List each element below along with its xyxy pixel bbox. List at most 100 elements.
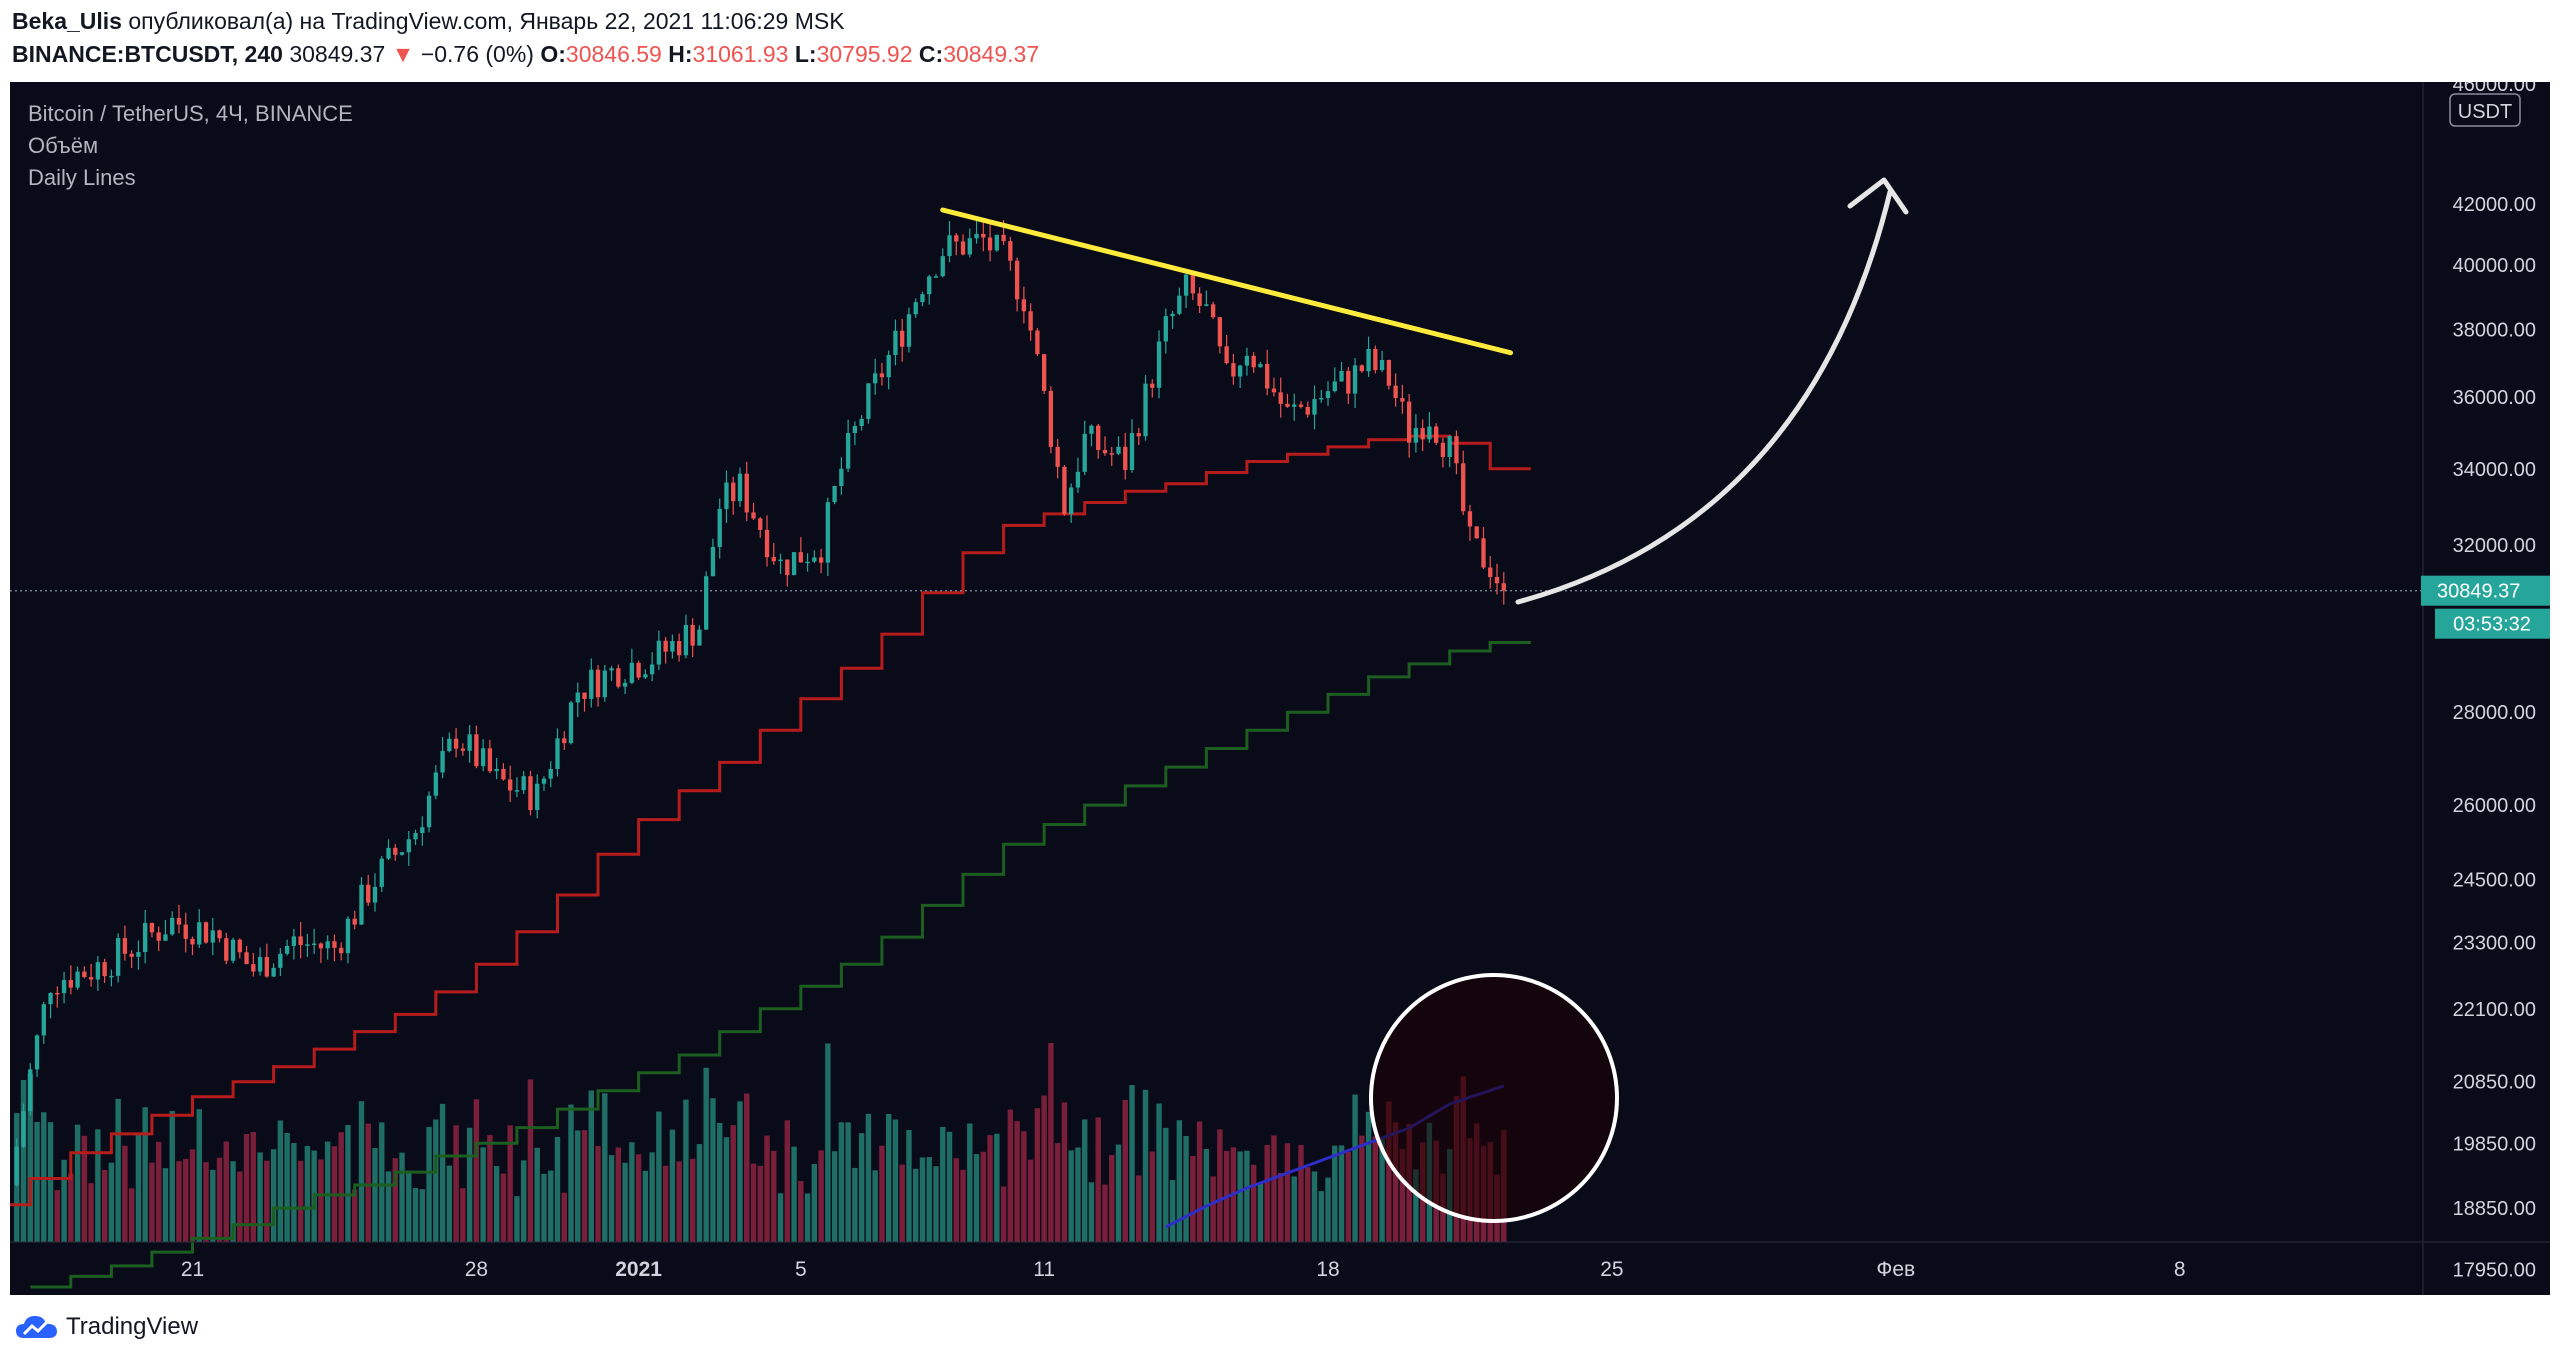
- candle-body: [845, 433, 851, 469]
- time-tick-label: 21: [181, 1258, 204, 1281]
- countdown-tag-bg: [2435, 608, 2550, 639]
- volume-bar: [183, 1158, 189, 1242]
- volume-bar: [831, 1151, 838, 1242]
- candle-body: [974, 233, 979, 239]
- volume-bar: [392, 1158, 398, 1242]
- brand-name: TradingView: [66, 1313, 199, 1340]
- volume-bar: [385, 1171, 392, 1242]
- candle-body: [1474, 526, 1479, 539]
- volume-bar: [196, 1109, 202, 1242]
- candle-body: [1035, 330, 1040, 355]
- volume-bar: [1048, 1043, 1054, 1242]
- candle-body: [332, 941, 337, 948]
- volume-bar: [919, 1157, 926, 1242]
- volume-bar: [771, 1150, 777, 1242]
- candle-body: [345, 918, 351, 954]
- volume-bar: [54, 1190, 61, 1242]
- candle-body: [1136, 433, 1141, 437]
- time-tick-label: 18: [1316, 1258, 1339, 1281]
- volume-bar: [243, 1134, 250, 1242]
- volume-bar: [460, 1188, 466, 1242]
- candle-body: [582, 692, 587, 699]
- volume-bar: [406, 1170, 412, 1242]
- candle-body: [994, 234, 999, 251]
- volume-bar: [1109, 1155, 1115, 1242]
- volume-bar: [1156, 1103, 1162, 1242]
- candle-body: [866, 383, 871, 419]
- legend-daily-lines[interactable]: Daily Lines: [28, 165, 136, 190]
- chart-area[interactable]: 42000.00 40000.00 38000.00 36000.00 34000.00…: [0, 74, 2550, 1295]
- volume-bar: [568, 1104, 574, 1242]
- candle-body: [1339, 370, 1344, 382]
- price-chart[interactable]: 42000.00 40000.00 38000.00 36000.00 34000.00…: [0, 74, 2550, 1295]
- candle-body: [1420, 428, 1425, 440]
- currency-badge[interactable]: USDT: [2449, 93, 2521, 127]
- author-name[interactable]: Beka_Ulis: [12, 8, 122, 34]
- candle-body: [1427, 426, 1432, 440]
- candle-body: [1271, 388, 1277, 393]
- candle-body: [825, 502, 831, 563]
- volume-bar: [906, 1129, 912, 1242]
- volume-bar: [1034, 1108, 1041, 1242]
- price-tick-label: 32000.00: [2453, 535, 2536, 557]
- volume-bar: [176, 1161, 182, 1242]
- volume-bar: [61, 1159, 67, 1242]
- candle-body: [339, 947, 344, 954]
- last-price-tag-bg: [2421, 575, 2550, 606]
- volume-bar: [480, 1147, 486, 1242]
- candle-body: [751, 512, 756, 519]
- volume-bar: [1352, 1094, 1358, 1242]
- price-change: −0.76 (0%): [420, 41, 534, 67]
- candle-body: [1028, 311, 1033, 331]
- candle-body: [393, 847, 398, 855]
- candle-body: [1258, 364, 1263, 368]
- volume-bar: [34, 1121, 40, 1242]
- candle-body: [34, 1035, 40, 1070]
- volume-bar: [1264, 1144, 1270, 1242]
- volume-bar: [1129, 1085, 1135, 1242]
- volume-bar: [101, 1169, 108, 1242]
- time-tick-label: Фев: [1876, 1258, 1915, 1281]
- volume-bar: [865, 1113, 872, 1242]
- price-axis[interactable]: 42000.00 40000.00 38000.00 36000.00 34000.00…: [2453, 74, 2536, 1281]
- candle-body: [893, 330, 898, 355]
- volume-bar: [757, 1165, 763, 1242]
- candle-body: [170, 917, 175, 935]
- candle-body: [1393, 385, 1398, 399]
- volume-bar: [683, 1099, 689, 1242]
- candle-body: [744, 473, 749, 513]
- candle-body: [622, 682, 628, 687]
- volume-bar: [257, 1152, 263, 1242]
- volume-bar: [1237, 1151, 1243, 1242]
- volume-bar: [1257, 1183, 1264, 1242]
- close-value: 30849.37: [943, 41, 1040, 67]
- candle-body: [690, 625, 695, 646]
- candle-body: [1109, 453, 1114, 455]
- volume-bar: [1305, 1167, 1311, 1242]
- candle-body: [237, 939, 242, 953]
- tradingview-logo[interactable]: TradingView: [14, 1312, 198, 1342]
- volume-bar: [47, 1122, 54, 1242]
- price-tick-label: 18850.00: [2453, 1198, 2536, 1220]
- candle-body: [629, 662, 635, 683]
- volume-bar: [270, 1149, 277, 1242]
- published-text: опубликовал(а) на TradingView.com, Январ…: [128, 8, 845, 34]
- candle-body: [737, 473, 743, 502]
- candle-body: [555, 738, 560, 770]
- candle-body: [663, 640, 668, 652]
- legend-title: Bitcoin / TetherUS, 4Ч, BINANCE: [28, 101, 353, 126]
- volume-bar: [122, 1145, 128, 1242]
- candle-body: [1055, 446, 1060, 467]
- volume-bar: [730, 1125, 736, 1242]
- volume-bar: [95, 1129, 101, 1242]
- legend-volume[interactable]: Объём: [28, 133, 98, 158]
- candle-body: [28, 1069, 33, 1112]
- price-tick-label: 28000.00: [2453, 702, 2536, 724]
- candle-body: [1406, 401, 1412, 443]
- volume-bar: [1149, 1151, 1155, 1242]
- currency-badge-text: USDT: [2458, 101, 2512, 123]
- candle-body: [143, 922, 148, 953]
- volume-bar: [1122, 1099, 1128, 1242]
- time-axis[interactable]: 21 28 2021 5 11 18 25 Фев 8: [181, 1258, 2186, 1281]
- volume-bar: [128, 1188, 135, 1242]
